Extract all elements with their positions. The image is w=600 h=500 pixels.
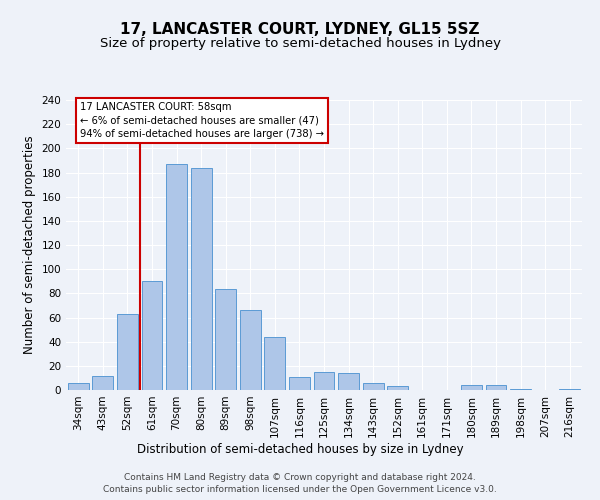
Bar xyxy=(362,383,383,390)
Text: Contains public sector information licensed under the Open Government Licence v3: Contains public sector information licen… xyxy=(103,485,497,494)
Text: Size of property relative to semi-detached houses in Lydney: Size of property relative to semi-detach… xyxy=(100,38,500,51)
Bar xyxy=(265,337,286,390)
Text: Distribution of semi-detached houses by size in Lydney: Distribution of semi-detached houses by … xyxy=(137,442,463,456)
Bar xyxy=(559,389,580,390)
Bar xyxy=(117,314,138,390)
Bar xyxy=(240,310,261,390)
Bar xyxy=(485,385,506,390)
Bar xyxy=(314,372,334,390)
Bar xyxy=(387,386,408,390)
Bar xyxy=(92,376,113,390)
Bar xyxy=(289,376,310,390)
Text: Contains HM Land Registry data © Crown copyright and database right 2024.: Contains HM Land Registry data © Crown c… xyxy=(124,472,476,482)
Y-axis label: Number of semi-detached properties: Number of semi-detached properties xyxy=(23,136,36,354)
Bar xyxy=(461,385,482,390)
Bar xyxy=(191,168,212,390)
Text: 17, LANCASTER COURT, LYDNEY, GL15 5SZ: 17, LANCASTER COURT, LYDNEY, GL15 5SZ xyxy=(120,22,480,38)
Text: 17 LANCASTER COURT: 58sqm
← 6% of semi-detached houses are smaller (47)
94% of s: 17 LANCASTER COURT: 58sqm ← 6% of semi-d… xyxy=(80,102,323,139)
Bar xyxy=(510,389,531,390)
Bar xyxy=(338,373,359,390)
Bar xyxy=(68,383,89,390)
Bar xyxy=(142,281,163,390)
Bar xyxy=(215,288,236,390)
Bar xyxy=(166,164,187,390)
